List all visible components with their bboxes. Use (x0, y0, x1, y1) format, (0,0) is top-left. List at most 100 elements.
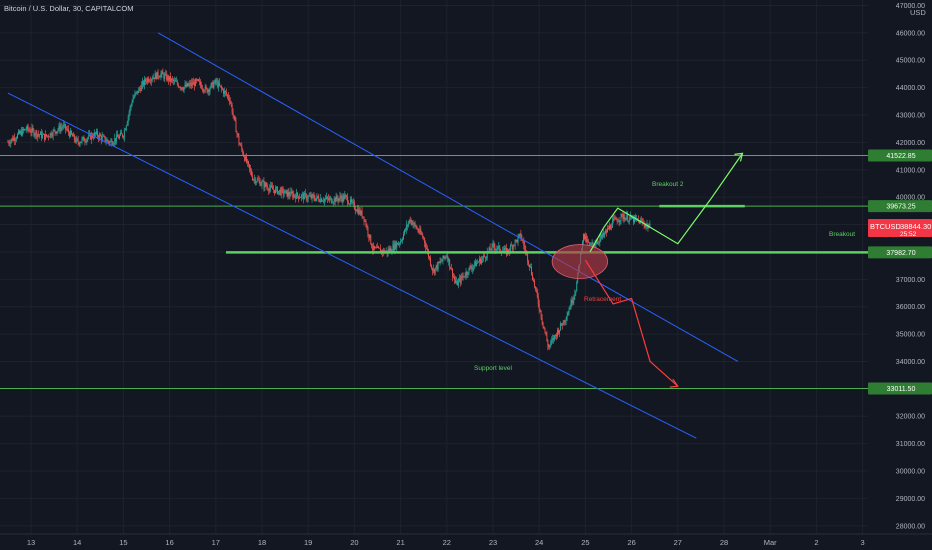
candle-body (491, 244, 493, 251)
candle-body (288, 191, 290, 196)
candle-body (189, 83, 191, 85)
candle-body (482, 255, 484, 258)
candle-body (76, 138, 78, 141)
candle-body (107, 140, 109, 142)
annotation-support-level: Support level (474, 365, 512, 372)
candle-body (235, 120, 237, 133)
candle-body (71, 134, 73, 137)
candle-body (583, 233, 584, 242)
candle-body (342, 195, 344, 202)
candle-body (39, 134, 41, 136)
candle-body (361, 210, 363, 218)
candle-body (292, 193, 294, 198)
level-tag-label: 39673.25 (886, 204, 915, 211)
candle-body (204, 86, 206, 92)
candle-body (587, 240, 589, 242)
projection-down-arrowhead (669, 378, 679, 388)
candle-body (226, 94, 228, 96)
candle-body (503, 250, 505, 252)
x-tick-label: 17 (212, 538, 220, 547)
candle-body (536, 290, 538, 297)
candle-body (480, 258, 481, 264)
candle-body (564, 320, 566, 323)
candle-body (191, 82, 193, 86)
x-tick-label: 25 (581, 538, 589, 547)
candle-body (7, 142, 9, 143)
candle-body (331, 202, 333, 204)
candle-body (567, 313, 569, 316)
candle-body (255, 181, 257, 183)
candle-body (181, 87, 183, 90)
candle-body (234, 116, 236, 121)
candle-body (157, 71, 159, 77)
candle-body (221, 86, 223, 89)
candle-body (310, 195, 312, 199)
candle-body (264, 182, 266, 188)
candle-body (145, 79, 146, 82)
candle-body (340, 196, 342, 199)
candle-body (562, 320, 564, 326)
projection-up-path (589, 153, 743, 253)
candle-body (546, 335, 548, 341)
candle-body (206, 88, 208, 93)
candle-body (238, 136, 240, 144)
candle-body (335, 195, 337, 202)
candle-body (466, 271, 468, 275)
candle-body (336, 195, 338, 199)
candle-body (74, 139, 76, 143)
candle-body (606, 230, 608, 233)
candle-body (338, 198, 340, 201)
drawings[interactable]: Breakout 2 Breakout Support level Retraceme… (0, 32, 868, 439)
candle-body (375, 247, 377, 249)
projection-down-path (584, 259, 679, 387)
candle-body (460, 276, 462, 283)
candle-body (558, 329, 559, 334)
candle-body (170, 76, 172, 82)
candle-body (477, 262, 479, 263)
candle-body (160, 73, 162, 77)
candle-body (322, 201, 324, 202)
projection-up-arrowhead (734, 152, 744, 162)
candle-body (202, 89, 204, 91)
candle-body (531, 266, 532, 275)
candle-body (216, 81, 218, 83)
x-tick-label: 2 (814, 538, 818, 547)
candle-body (214, 80, 216, 84)
candle-body (156, 71, 158, 80)
candle-body (108, 141, 110, 144)
candle-body (417, 228, 419, 232)
candle-body (326, 196, 327, 199)
x-axis-ticks[interactable]: 13 14 15 16 17 18 19 20 21 22 23 24 25 26 27 28 Mar 2 3 (27, 538, 865, 547)
candle-body (442, 255, 444, 261)
candle-body (207, 89, 209, 93)
candle-body (205, 86, 207, 89)
candle-body (568, 309, 570, 314)
candle-body (585, 235, 587, 242)
candle-body (309, 195, 311, 197)
candle-body (629, 217, 631, 222)
candle-body (302, 194, 304, 200)
candle-body (293, 194, 295, 198)
candle-body (370, 234, 372, 244)
candle-body (154, 73, 156, 79)
candle-body (470, 266, 472, 269)
candle-body (165, 73, 167, 75)
candle-body (438, 261, 440, 263)
candle-body (516, 239, 518, 243)
candle-body (570, 300, 572, 309)
candle-body (22, 128, 24, 131)
y-tick-label: 43000.00 (896, 113, 925, 120)
candle-body (367, 226, 369, 235)
candle-body (522, 240, 524, 242)
candle-body (8, 142, 10, 144)
candle-body (312, 194, 314, 196)
candle-body (444, 257, 446, 258)
candle-body (396, 242, 398, 249)
candle-body (180, 87, 182, 89)
candle-body (15, 139, 17, 141)
candle-body (256, 179, 258, 182)
candle-body (425, 243, 427, 248)
candle-body (307, 196, 309, 199)
candle-body (99, 134, 101, 137)
